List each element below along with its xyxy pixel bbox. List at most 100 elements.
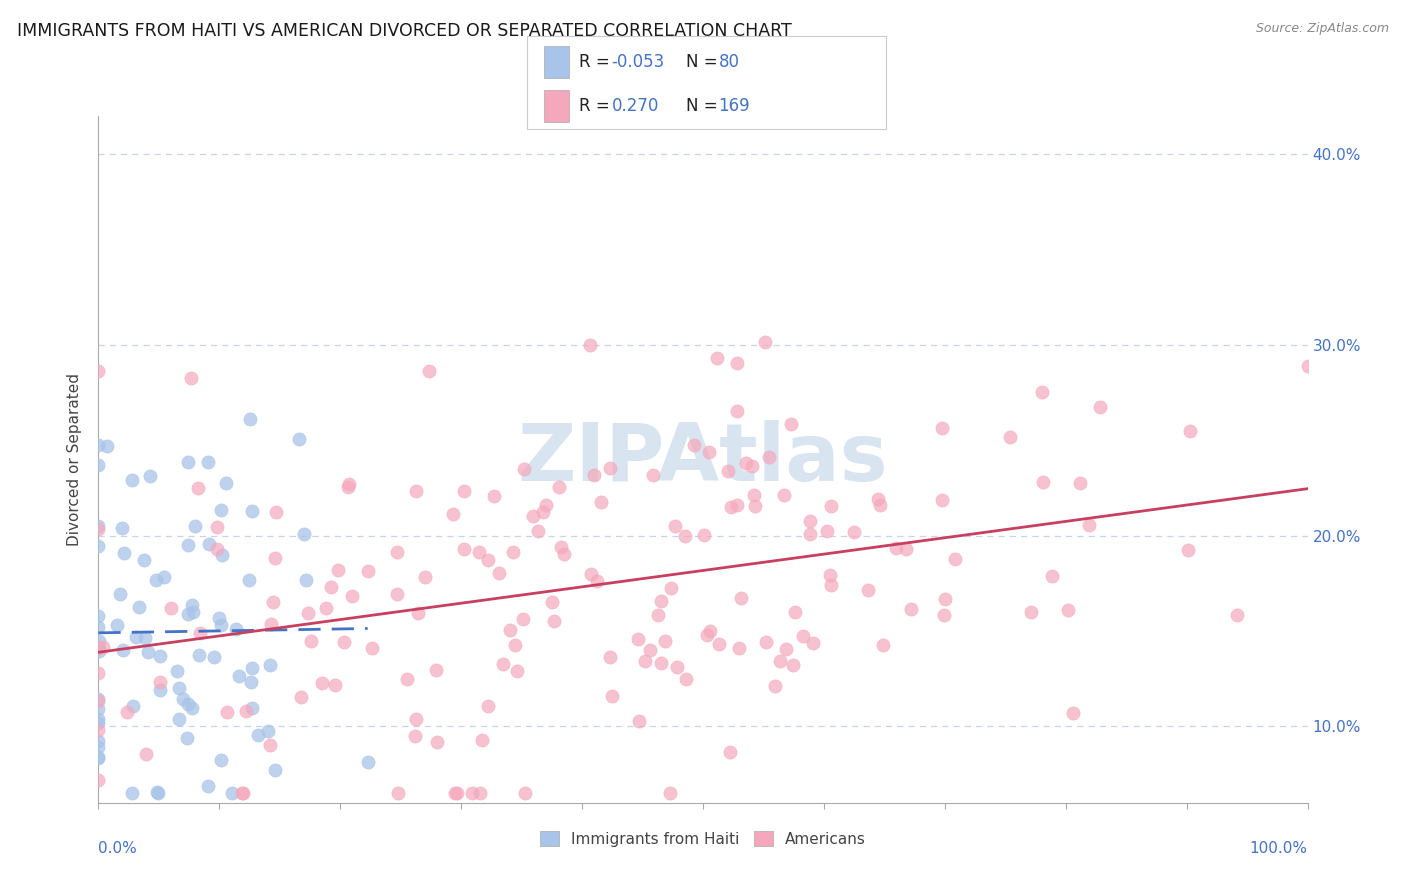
Point	[215, 475, 238, 490]
Point	[579, 566, 602, 581]
Point	[87, 522, 110, 536]
Point	[87, 641, 110, 656]
Point	[181, 606, 204, 620]
Point	[820, 499, 842, 513]
Text: 100.0%: 100.0%	[1250, 840, 1308, 855]
Point	[180, 371, 202, 385]
Point	[591, 495, 613, 509]
Point	[446, 786, 468, 800]
Point	[664, 519, 686, 533]
Point	[699, 624, 721, 638]
Point	[1040, 569, 1063, 583]
Point	[325, 678, 347, 692]
Point	[264, 505, 287, 519]
Point	[187, 481, 209, 495]
Point	[209, 617, 232, 632]
Text: N =: N =	[686, 97, 723, 115]
Point	[792, 629, 814, 643]
Point	[408, 607, 430, 621]
Point	[217, 706, 239, 720]
Point	[1056, 603, 1078, 617]
Point	[240, 504, 263, 518]
Point	[87, 751, 110, 765]
Text: 80: 80	[718, 53, 740, 70]
Point	[647, 608, 669, 623]
Point	[1069, 475, 1091, 490]
Point	[167, 681, 190, 696]
Point	[779, 417, 801, 431]
Point	[742, 487, 765, 501]
Point	[87, 666, 110, 681]
Point	[658, 786, 681, 800]
Point	[758, 450, 780, 464]
Point	[197, 455, 219, 469]
Point	[87, 772, 110, 787]
Point	[96, 439, 118, 453]
Point	[149, 683, 172, 698]
Point	[111, 521, 134, 535]
Point	[139, 468, 162, 483]
Point	[311, 676, 333, 690]
Point	[673, 529, 696, 543]
Point	[1178, 424, 1201, 438]
Point	[149, 649, 172, 664]
Point	[900, 602, 922, 616]
Point	[725, 404, 748, 418]
Point	[413, 570, 436, 584]
Point	[160, 601, 183, 615]
Text: 169: 169	[718, 97, 749, 115]
Point	[297, 606, 319, 620]
Point	[741, 458, 763, 473]
Point	[87, 438, 110, 452]
Point	[238, 574, 260, 588]
Point	[87, 609, 110, 624]
Point	[527, 524, 550, 538]
Point	[259, 657, 281, 672]
Point	[207, 519, 229, 533]
Point	[599, 650, 621, 665]
Point	[488, 566, 510, 580]
Point	[121, 786, 143, 800]
Point	[356, 755, 378, 769]
Point	[579, 337, 602, 351]
Point	[696, 628, 718, 642]
Text: R =: R =	[579, 53, 616, 70]
Point	[202, 649, 225, 664]
Point	[232, 786, 254, 800]
Point	[782, 657, 804, 672]
Point	[181, 598, 204, 612]
Point	[228, 669, 250, 683]
Point	[231, 786, 253, 800]
Point	[211, 548, 233, 562]
Text: 0.0%: 0.0%	[98, 840, 138, 855]
Point	[718, 745, 741, 759]
Point	[146, 785, 169, 799]
Point	[184, 519, 207, 533]
Point	[1088, 400, 1111, 414]
Point	[641, 467, 664, 482]
Point	[720, 500, 742, 515]
Point	[264, 763, 287, 777]
Point	[548, 480, 571, 494]
Point	[728, 640, 751, 655]
Point	[799, 514, 821, 528]
Point	[582, 467, 605, 482]
Point	[294, 573, 316, 587]
Point	[87, 712, 110, 726]
Point	[240, 675, 263, 690]
Point	[453, 483, 475, 498]
Point	[599, 461, 621, 475]
Point	[482, 490, 505, 504]
Point	[87, 750, 110, 764]
Point	[627, 632, 650, 646]
Point	[292, 526, 315, 541]
Point	[134, 553, 156, 567]
Point	[187, 648, 209, 662]
Point	[654, 634, 676, 648]
Point	[87, 701, 110, 715]
Point	[152, 570, 174, 584]
Point	[169, 712, 191, 726]
Point	[706, 351, 728, 366]
Point	[934, 607, 956, 622]
Point	[239, 411, 262, 425]
